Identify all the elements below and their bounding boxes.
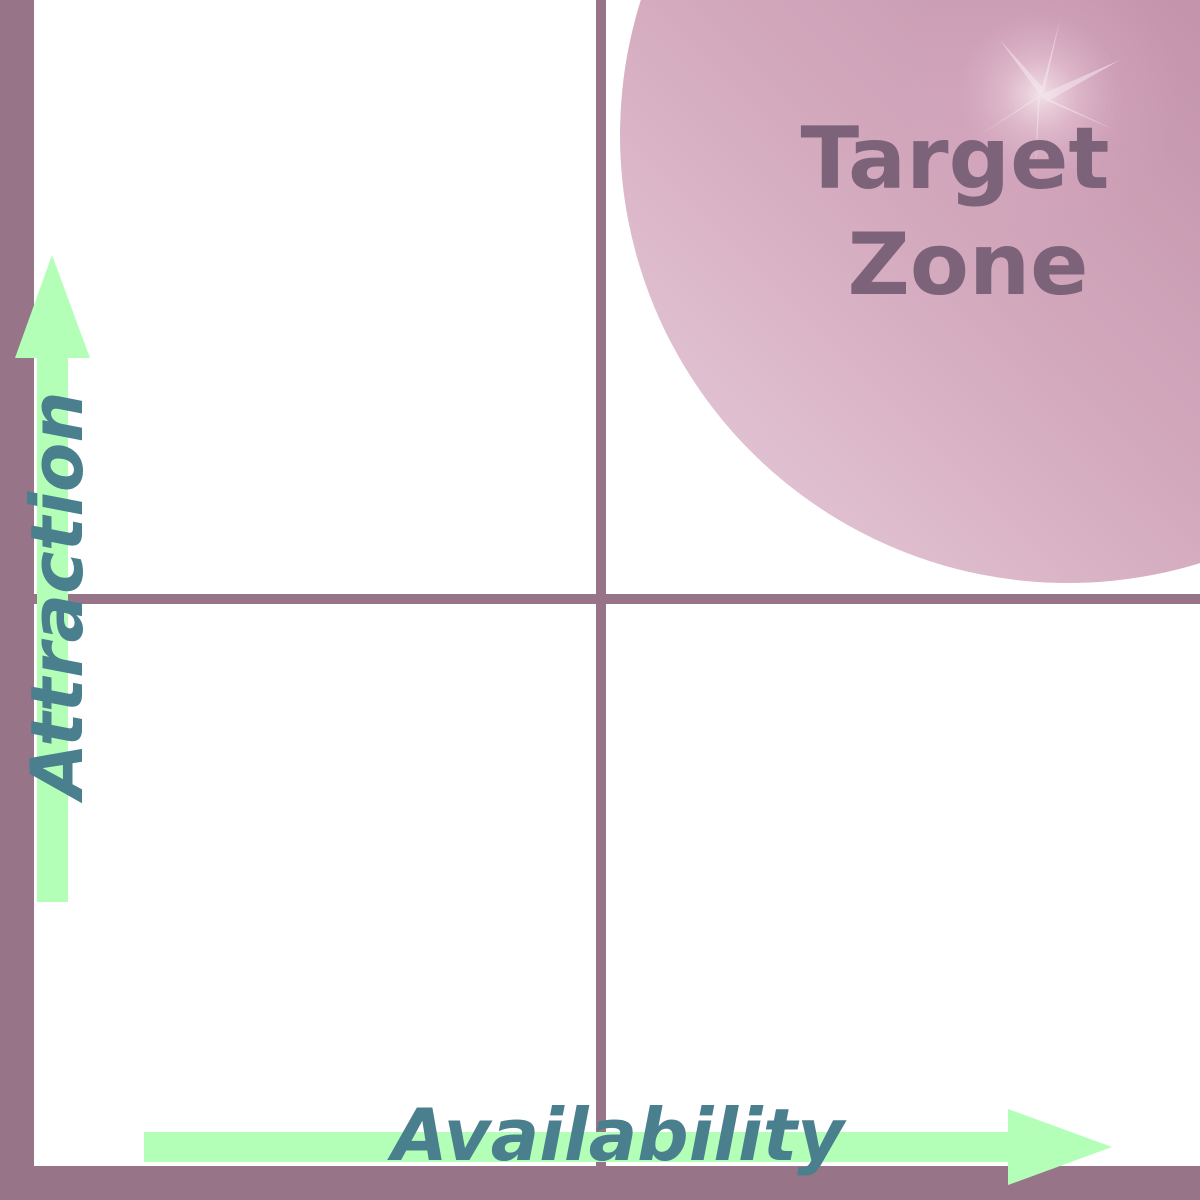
vertical-divider	[596, 0, 606, 1168]
availability-arrow-head	[1008, 1109, 1112, 1185]
bottom-frame-axis	[0, 1166, 1200, 1200]
availability-arrow-shaft	[144, 1132, 1010, 1162]
horizontal-divider	[34, 594, 1200, 604]
attraction-arrow-head	[15, 255, 90, 358]
attraction-arrow	[15, 255, 90, 902]
target-zone-title-line2: Zone	[848, 215, 1089, 315]
attraction-arrow-shaft	[37, 356, 68, 902]
availability-arrow	[144, 1109, 1112, 1185]
target-zone-title-line1: Target	[800, 109, 1109, 209]
y-axis-label: Attraction	[15, 391, 99, 803]
x-axis-label: Availability	[387, 1093, 847, 1177]
target-zone-sparkle	[980, 20, 1120, 175]
target-zone-glow	[620, 0, 1200, 583]
left-frame-axis	[0, 0, 34, 1200]
target-zone	[620, 0, 1200, 583]
